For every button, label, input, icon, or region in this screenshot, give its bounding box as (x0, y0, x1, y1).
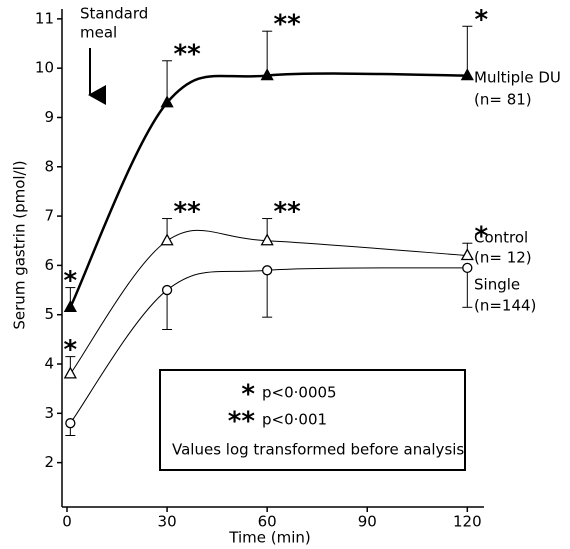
series-n: (n=144) (474, 297, 536, 315)
significance: * (64, 335, 78, 365)
y-tick-label: 5 (44, 305, 54, 323)
x-tick-label: 0 (62, 513, 72, 531)
significance: ** (173, 39, 201, 69)
significance: ** (274, 197, 302, 227)
marker (260, 68, 274, 81)
marker (462, 262, 473, 274)
y-axis-label: Serum gastrin (pmol/l) (11, 160, 29, 329)
series-label: Control (474, 229, 528, 247)
significance: * (64, 266, 78, 296)
key-symbol: * (241, 380, 255, 410)
annotation: meal (80, 24, 117, 42)
x-axis-label: Time (min) (228, 529, 310, 547)
y-tick-label: 10 (35, 59, 54, 77)
significance: * (475, 222, 489, 252)
key-text: p<0·001 (262, 411, 327, 429)
marker (160, 95, 174, 108)
x-tick-label: 90 (358, 513, 377, 531)
marker (161, 284, 173, 296)
series-label: Multiple DU (474, 69, 561, 87)
series-line (69, 267, 468, 424)
marker (63, 299, 77, 312)
y-tick-label: 2 (44, 453, 54, 471)
marker (65, 418, 76, 429)
significance: ** (274, 10, 302, 40)
key-text: p<0·0005 (262, 384, 337, 402)
y-tick-label: 11 (35, 9, 54, 27)
annotation: Standard (80, 5, 148, 23)
marker (460, 248, 474, 261)
x-tick-label: 30 (158, 513, 177, 531)
x-tick-label: 120 (453, 513, 482, 531)
marker (460, 68, 474, 81)
key-note: Values log transformed before analysis (172, 441, 464, 459)
key-box (159, 369, 466, 471)
y-tick-label: 7 (44, 207, 54, 225)
significance: * (475, 5, 489, 35)
y-tick-label: 9 (44, 108, 54, 126)
series-n: (n= 81) (474, 91, 532, 109)
marker (63, 366, 77, 379)
key-symbol: ** (228, 407, 256, 437)
y-tick-label: 4 (44, 355, 54, 373)
series-n: (n= 12) (474, 249, 532, 267)
marker (260, 233, 274, 246)
x-tick-label: 60 (258, 513, 277, 531)
series-line (69, 229, 468, 375)
significance: ** (173, 197, 201, 227)
y-tick-label: 8 (44, 157, 54, 175)
marker (160, 233, 174, 246)
series-line (69, 72, 468, 308)
y-tick-label: 6 (44, 256, 54, 274)
series-label: Single (474, 276, 520, 294)
marker (262, 265, 273, 276)
y-tick-label: 3 (44, 404, 54, 422)
